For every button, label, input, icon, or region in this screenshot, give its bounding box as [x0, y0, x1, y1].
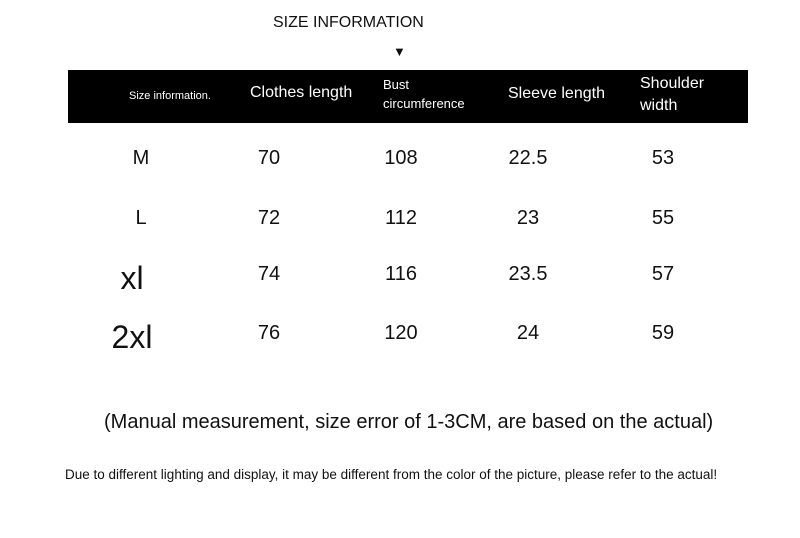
- header-size: Size information.: [129, 90, 211, 102]
- size-value: 57: [651, 263, 675, 285]
- size-value: 108: [384, 147, 418, 169]
- size-value: 70: [257, 147, 281, 169]
- table-header: Size information. Clothes length Bust ci…: [68, 70, 748, 123]
- size-value: 53: [651, 147, 675, 169]
- size-value: 120: [384, 322, 418, 344]
- down-triangle-icon: ▼: [393, 44, 406, 59]
- size-value: 23: [516, 207, 540, 229]
- size-label: L: [135, 207, 147, 229]
- size-value: 116: [385, 263, 417, 285]
- size-label: M: [132, 147, 150, 169]
- page-title: SIZE INFORMATION: [273, 14, 424, 31]
- measurement-note: (Manual measurement, size error of 1-3CM…: [104, 411, 714, 433]
- header-shoulder-width: Shoulder width: [640, 75, 705, 114]
- size-value: 55: [651, 207, 675, 229]
- size-value: 72: [257, 207, 281, 229]
- size-value: 23.5: [508, 263, 548, 285]
- size-value: 59: [651, 322, 675, 344]
- size-value: 24: [516, 322, 540, 344]
- color-disclaimer: Due to different lighting and display, i…: [65, 467, 718, 482]
- size-label: xl: [120, 260, 144, 296]
- size-value: 74: [257, 263, 281, 285]
- header-clothes-length: Clothes length: [250, 84, 353, 101]
- size-value: 76: [257, 322, 281, 344]
- size-value: 112: [385, 207, 417, 229]
- size-label: 2xl: [111, 319, 153, 355]
- size-value: 22.5: [508, 147, 548, 169]
- header-bust: Bust circumference: [383, 77, 465, 111]
- header-sleeve-length: Sleeve length: [508, 85, 605, 102]
